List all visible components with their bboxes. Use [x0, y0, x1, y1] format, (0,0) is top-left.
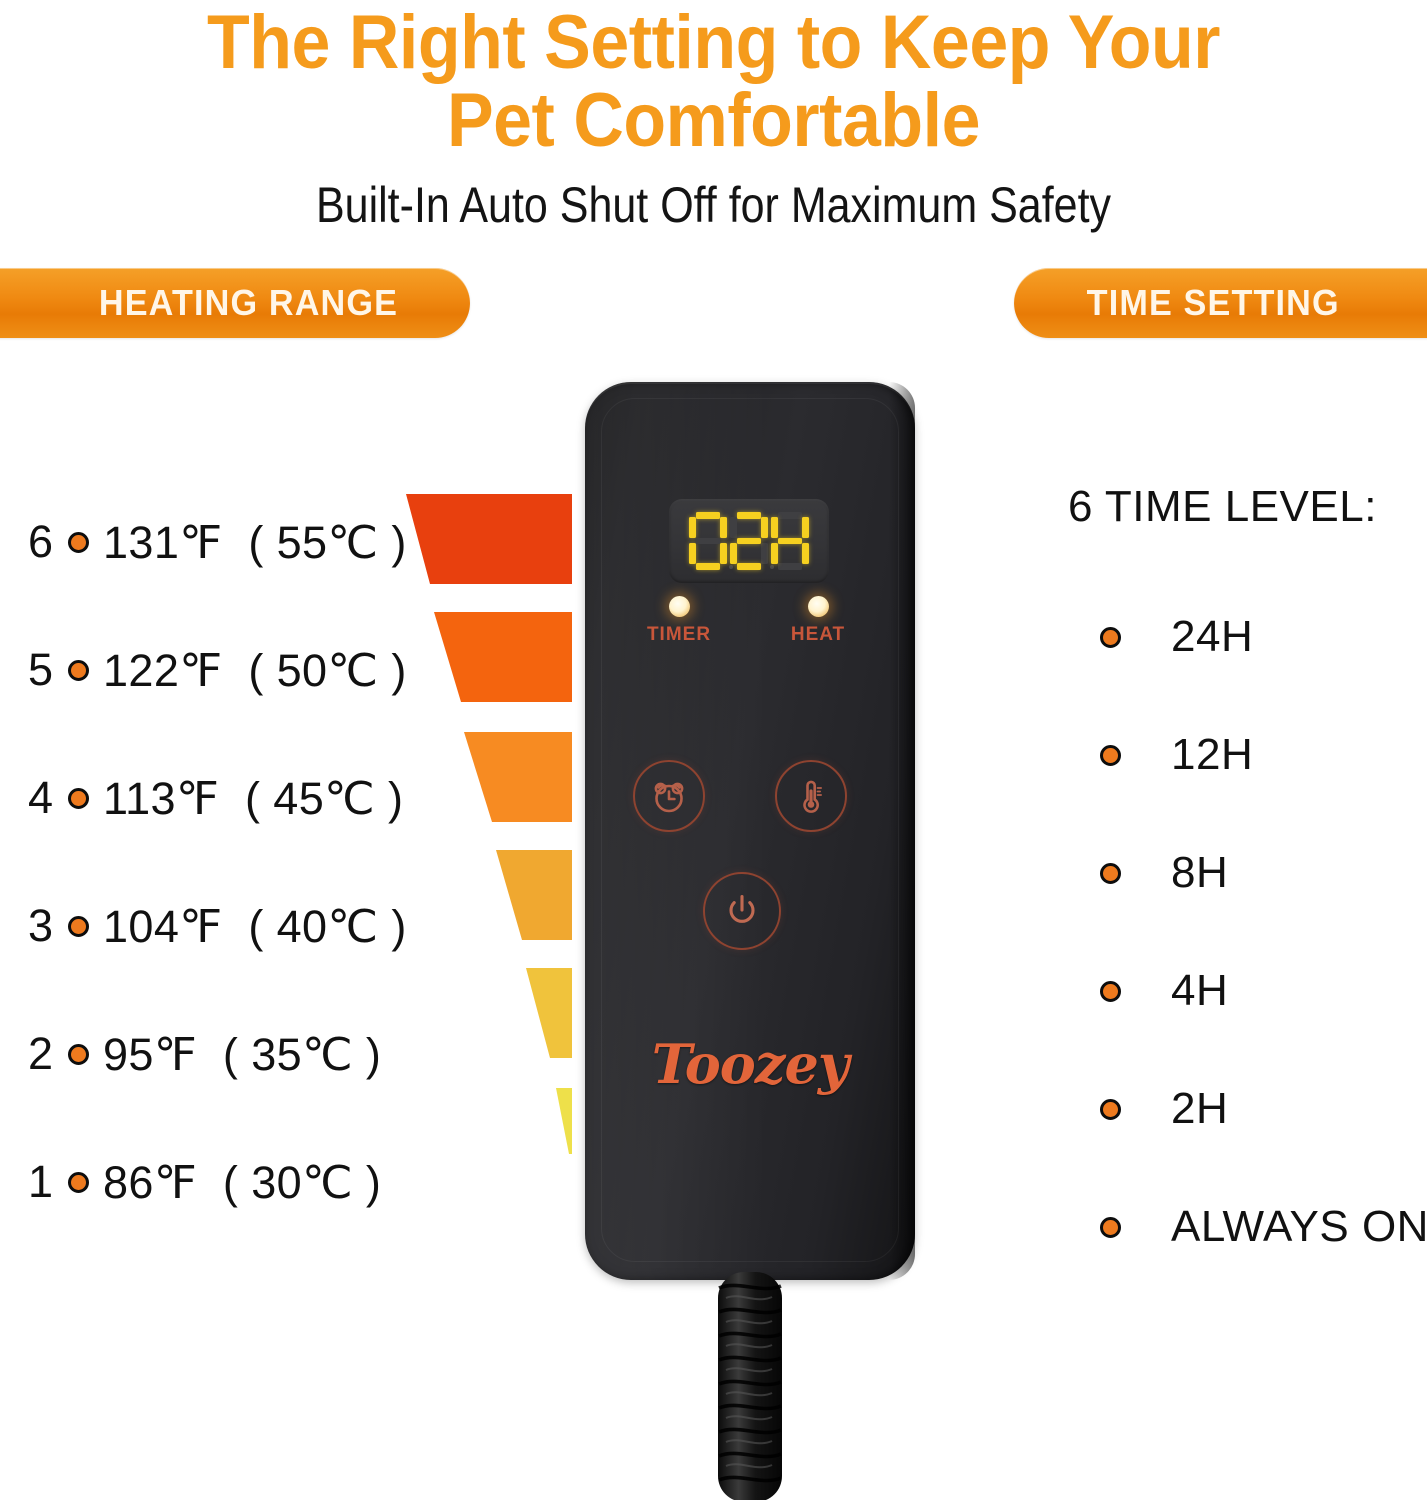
controller-edge-shadow: [889, 382, 915, 1280]
list-item: 4H: [1100, 932, 1427, 1050]
bullet-icon: [68, 1171, 89, 1193]
funnel-bar-4: [464, 732, 572, 822]
time-option-label: 12H: [1171, 730, 1254, 779]
display-digit-1: [689, 512, 733, 570]
heat-led-label: HEAT: [790, 624, 846, 645]
time-option-label: ALWAYS ON: [1171, 1202, 1427, 1251]
time-option-label: 24H: [1171, 612, 1254, 661]
time-option-label: 2H: [1171, 1084, 1229, 1133]
heating-level-number: 1: [28, 1156, 54, 1207]
heating-pad-controller: 02H TIMER HEAT: [585, 382, 915, 1280]
display-digit-2: [730, 512, 774, 570]
bullet-icon: [1100, 1216, 1121, 1238]
heat-led-icon: [807, 596, 829, 617]
led-display: 02H: [669, 499, 829, 583]
headline-line-2: Pet Comfortable: [446, 78, 981, 163]
heating-range-badge-label: HEATING RANGE: [98, 282, 399, 323]
list-item: 8H: [1100, 814, 1427, 932]
heating-level-number: 5: [28, 644, 54, 695]
funnel-bar-5: [434, 612, 572, 702]
time-option-label: 8H: [1171, 848, 1229, 897]
thermometer-icon: [803, 780, 822, 813]
power-cord: [680, 1272, 820, 1500]
display-digit-3: [771, 512, 809, 570]
heating-level-row: 1 86℉ ( 30℃ ): [28, 1118, 428, 1246]
heating-level-temp: 131℉ ( 55℃ ): [103, 516, 407, 568]
heating-level-temp: 95℉ ( 35℃ ): [103, 1028, 382, 1080]
bullet-icon: [68, 531, 89, 553]
bullet-icon: [1100, 1098, 1121, 1120]
heat-button[interactable]: [775, 760, 847, 832]
alarm-clock-icon: [654, 782, 684, 813]
power-button[interactable]: [703, 872, 781, 950]
heating-level-number: 4: [28, 772, 54, 823]
headline-line-1: The Right Setting to Keep Your: [206, 0, 1220, 85]
power-icon: [729, 894, 755, 923]
brand-logo: Toozey: [651, 1032, 849, 1096]
heating-level-temp: 113℉ ( 45℃ ): [103, 772, 404, 824]
heating-range-list: 6 131℉ ( 55℃ ) 5 122℉ ( 50℃ ) 4 113℉ ( 4…: [28, 478, 428, 1246]
time-setting-list: 24H 12H 8H 4H 2H ALWAYS ON: [1100, 578, 1427, 1286]
bullet-icon: [68, 1043, 89, 1065]
list-item: ALWAYS ON: [1100, 1168, 1427, 1286]
timer-indicator: TIMER: [624, 596, 734, 646]
heating-level-temp: 122℉ ( 50℃ ): [103, 644, 407, 696]
funnel-bar-6: [406, 494, 572, 584]
heat-indicator: HEAT: [763, 596, 873, 646]
bullet-icon: [1100, 862, 1121, 884]
timer-button[interactable]: [633, 760, 705, 832]
list-item: 24H: [1100, 578, 1427, 696]
time-setting-badge: TIME SETTING: [1014, 268, 1427, 338]
page-title: The Right Setting to Keep Your Pet Comfo…: [57, 4, 1370, 160]
timer-led-icon: [668, 596, 690, 617]
list-item: 12H: [1100, 696, 1427, 814]
heating-range-badge: HEATING RANGE: [0, 268, 470, 338]
time-level-title: 6 TIME LEVEL:: [1068, 482, 1377, 531]
heating-level-row: 3 104℉ ( 40℃ ): [28, 862, 428, 990]
list-item: 2H: [1100, 1050, 1427, 1168]
bullet-icon: [68, 659, 89, 681]
heating-level-temp: 104℉ ( 40℃ ): [103, 900, 407, 952]
heating-level-number: 3: [28, 900, 54, 951]
bullet-icon: [1100, 980, 1121, 1002]
funnel-bar-1: [556, 1088, 572, 1154]
bullet-icon: [68, 787, 89, 809]
led-indicator-group: TIMER HEAT: [585, 596, 915, 664]
heating-level-row: 6 131℉ ( 55℃ ): [28, 478, 428, 606]
heating-level-number: 2: [28, 1028, 54, 1079]
heating-level-row: 4 113℉ ( 45℃ ): [28, 734, 428, 862]
heating-level-number: 6: [28, 516, 54, 567]
bullet-icon: [1100, 626, 1121, 648]
heating-level-row: 2 95℉ ( 35℃ ): [28, 990, 428, 1118]
time-setting-badge-label: TIME SETTING: [1086, 282, 1340, 323]
timer-led-label: TIMER: [646, 624, 712, 645]
heating-level-row: 5 122℉ ( 50℃ ): [28, 606, 428, 734]
bullet-icon: [1100, 744, 1121, 766]
page-subtitle: Built-In Auto Shut Off for Maximum Safet…: [315, 177, 1112, 233]
funnel-bar-3: [496, 850, 572, 940]
bullet-icon: [68, 915, 89, 937]
funnel-bar-2: [526, 968, 572, 1058]
heating-level-temp: 86℉ ( 30℃ ): [103, 1156, 382, 1208]
heat-intensity-funnel: [404, 494, 594, 1154]
time-option-label: 4H: [1171, 966, 1229, 1015]
